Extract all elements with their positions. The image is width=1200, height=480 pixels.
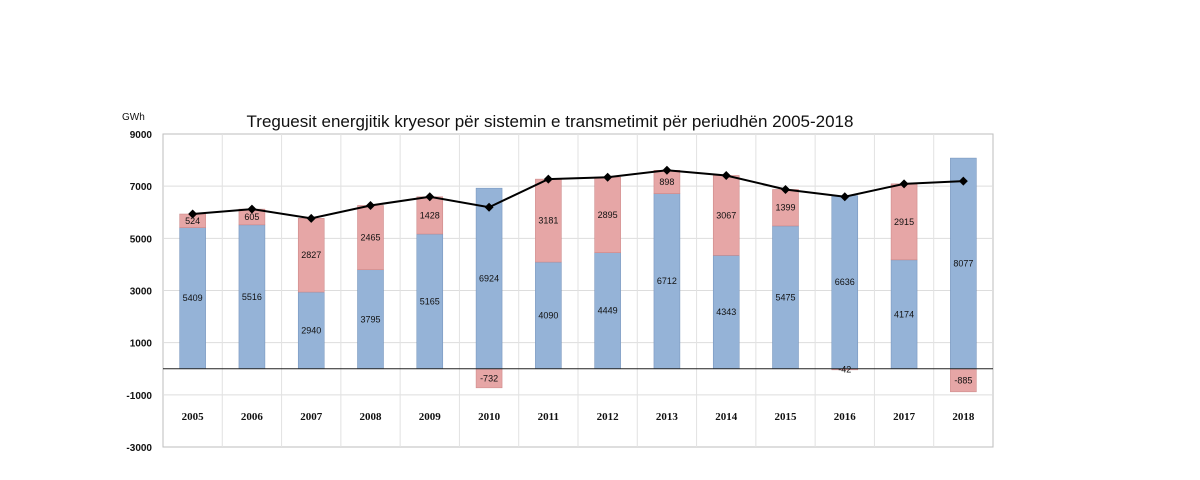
line-point-marker — [543, 174, 553, 184]
bar-segment-blue — [772, 225, 799, 369]
bar-segment-blue — [357, 269, 384, 370]
data-label-red: -732 — [480, 373, 498, 383]
series-line — [192, 169, 964, 220]
x-tick-label: 2012 — [597, 411, 620, 423]
x-tick-label: 2007 — [300, 411, 323, 423]
line-point-marker — [781, 184, 790, 194]
chart-title: Treguesit energjitik kryesor për sistemi… — [247, 112, 854, 131]
data-label-blue: 4090 — [538, 310, 558, 320]
bar-segment-red — [357, 205, 384, 271]
y-tick-label: -1000 — [126, 391, 152, 402]
data-label-blue: 5409 — [183, 293, 203, 303]
bar-segment-blue — [712, 255, 740, 369]
bar-segment-red — [772, 189, 799, 227]
bar-segment-red — [890, 183, 918, 261]
data-label-red: 2827 — [301, 250, 321, 260]
x-tick-label: 2016 — [834, 411, 857, 423]
line-point-marker — [425, 192, 435, 202]
line-point-marker — [247, 204, 257, 214]
data-label-red: 3181 — [538, 216, 558, 226]
line-point-marker — [366, 200, 375, 210]
bar-segment-red — [594, 176, 621, 253]
bar-segment-blue — [416, 233, 444, 369]
data-label-red: 2915 — [894, 217, 914, 227]
line-point-marker — [840, 192, 850, 202]
data-label-blue: 4449 — [598, 306, 618, 316]
bar-segment-blue — [831, 195, 859, 369]
x-tick-label: 2010 — [478, 411, 501, 423]
y-tick-label: 9000 — [130, 130, 153, 141]
y-tick-label: 7000 — [130, 182, 153, 193]
x-tick-label: 2008 — [360, 411, 383, 423]
x-tick-label: 2011 — [538, 411, 559, 423]
data-label-blue: 4174 — [894, 309, 914, 319]
data-label-blue: 4343 — [716, 307, 736, 317]
data-label-blue: 3795 — [360, 314, 380, 324]
data-label-blue: 5516 — [242, 292, 262, 302]
x-tick-label: 2017 — [893, 411, 916, 423]
data-label-red: -42 — [838, 364, 851, 374]
data-label-blue: 5165 — [420, 296, 440, 306]
data-label-blue: 2940 — [301, 325, 321, 335]
line-point-marker — [899, 179, 909, 189]
data-label-blue: 6924 — [479, 273, 499, 283]
data-label-red: -885 — [954, 375, 972, 385]
bar-segment-red — [416, 196, 444, 235]
y-tick-label: 1000 — [130, 339, 153, 350]
line-point-marker — [306, 213, 316, 223]
data-label-blue: 6636 — [835, 277, 855, 287]
x-tick-label: 2013 — [656, 411, 679, 423]
line-point-marker — [603, 172, 613, 182]
data-label-blue: 8077 — [953, 258, 973, 268]
bar-segment-blue — [594, 252, 621, 369]
x-tick-label: 2015 — [775, 411, 798, 423]
data-label-red: 1399 — [775, 203, 795, 213]
line-point-marker — [662, 165, 672, 175]
data-label-blue: 6712 — [657, 276, 677, 286]
y-tick-label: 5000 — [130, 234, 153, 245]
y-tick-label: 3000 — [130, 287, 153, 298]
x-tick-label: 2009 — [419, 411, 442, 423]
data-label-blue: 5475 — [775, 292, 795, 302]
x-tick-label: 2014 — [715, 411, 738, 423]
data-label-red: 524 — [185, 216, 200, 226]
data-label-red: 2465 — [360, 233, 380, 243]
x-tick-label: 2018 — [952, 411, 975, 423]
data-label-red: 2895 — [598, 210, 618, 220]
data-label-red: 3067 — [716, 210, 736, 220]
y-unit-label: GWh — [122, 112, 145, 123]
data-label-red: 1428 — [420, 210, 440, 220]
line-point-marker — [188, 209, 198, 219]
y-tick-label: -3000 — [126, 443, 152, 454]
line-point-marker — [721, 170, 731, 180]
line-point-marker — [484, 202, 494, 212]
data-label-red: 605 — [244, 212, 259, 222]
line-point-marker — [958, 176, 968, 186]
x-tick-label: 2006 — [241, 411, 264, 423]
x-tick-label: 2005 — [182, 411, 205, 423]
bar-segment-blue — [475, 187, 503, 369]
bar-segment-red — [535, 178, 562, 263]
bar-segment-blue — [950, 157, 977, 369]
bar-segment-red — [297, 218, 325, 293]
data-label-red: 898 — [659, 177, 674, 187]
